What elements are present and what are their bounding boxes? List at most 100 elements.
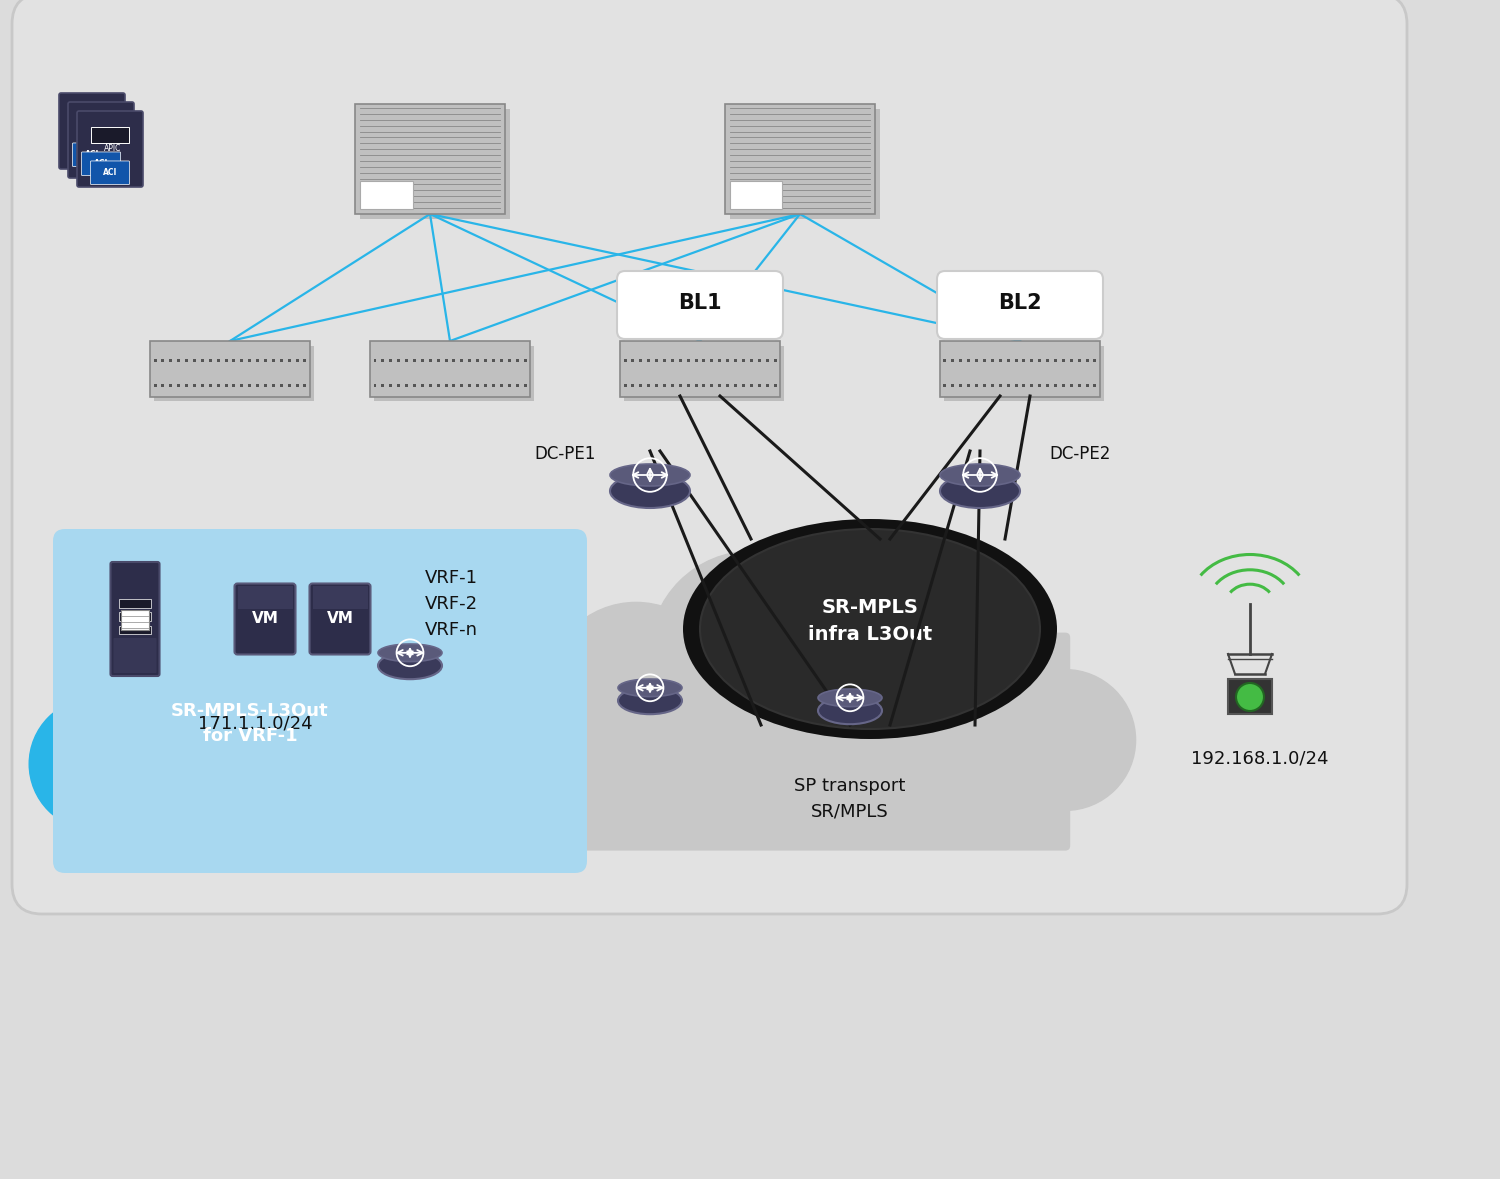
FancyBboxPatch shape — [53, 529, 586, 872]
FancyBboxPatch shape — [177, 384, 180, 387]
FancyBboxPatch shape — [1030, 360, 1033, 362]
FancyBboxPatch shape — [381, 360, 384, 362]
FancyBboxPatch shape — [150, 342, 310, 396]
Ellipse shape — [618, 679, 682, 697]
FancyBboxPatch shape — [81, 152, 120, 176]
FancyBboxPatch shape — [76, 111, 142, 187]
FancyBboxPatch shape — [468, 384, 471, 387]
FancyBboxPatch shape — [232, 384, 236, 387]
FancyBboxPatch shape — [1054, 384, 1058, 387]
FancyBboxPatch shape — [153, 360, 156, 362]
FancyBboxPatch shape — [398, 360, 400, 362]
FancyBboxPatch shape — [1062, 360, 1065, 362]
FancyBboxPatch shape — [1007, 360, 1010, 362]
FancyBboxPatch shape — [742, 384, 746, 387]
FancyBboxPatch shape — [999, 384, 1002, 387]
FancyBboxPatch shape — [1086, 360, 1089, 362]
FancyBboxPatch shape — [120, 611, 150, 630]
Circle shape — [650, 552, 855, 756]
Text: 171.1.1.0/24: 171.1.1.0/24 — [198, 714, 312, 733]
FancyBboxPatch shape — [500, 360, 502, 362]
Text: ACI: ACI — [94, 158, 108, 167]
FancyBboxPatch shape — [750, 384, 753, 387]
FancyBboxPatch shape — [248, 360, 250, 362]
FancyBboxPatch shape — [374, 384, 376, 387]
FancyBboxPatch shape — [1038, 384, 1041, 387]
FancyBboxPatch shape — [550, 633, 1070, 850]
FancyBboxPatch shape — [656, 360, 658, 362]
Circle shape — [1236, 683, 1264, 711]
Ellipse shape — [378, 644, 442, 661]
FancyBboxPatch shape — [240, 360, 243, 362]
FancyBboxPatch shape — [453, 384, 456, 387]
FancyBboxPatch shape — [453, 360, 456, 362]
FancyBboxPatch shape — [726, 384, 729, 387]
FancyBboxPatch shape — [726, 360, 729, 362]
FancyBboxPatch shape — [170, 360, 172, 362]
FancyBboxPatch shape — [74, 110, 111, 125]
FancyBboxPatch shape — [381, 384, 384, 387]
FancyBboxPatch shape — [765, 360, 768, 362]
FancyBboxPatch shape — [484, 360, 488, 362]
Text: DC-PE1: DC-PE1 — [534, 444, 596, 463]
FancyBboxPatch shape — [303, 384, 306, 387]
FancyBboxPatch shape — [975, 360, 978, 362]
FancyBboxPatch shape — [758, 360, 760, 362]
FancyBboxPatch shape — [968, 360, 970, 362]
FancyBboxPatch shape — [422, 360, 424, 362]
FancyBboxPatch shape — [476, 384, 478, 387]
FancyBboxPatch shape — [938, 271, 1102, 340]
FancyBboxPatch shape — [82, 118, 120, 134]
FancyBboxPatch shape — [975, 384, 978, 387]
FancyBboxPatch shape — [687, 384, 690, 387]
FancyBboxPatch shape — [280, 384, 284, 387]
FancyBboxPatch shape — [632, 360, 634, 362]
FancyBboxPatch shape — [194, 384, 196, 387]
FancyBboxPatch shape — [1030, 384, 1033, 387]
FancyBboxPatch shape — [951, 384, 954, 387]
Circle shape — [546, 602, 726, 782]
FancyBboxPatch shape — [724, 104, 874, 215]
Circle shape — [70, 635, 238, 803]
FancyBboxPatch shape — [234, 584, 296, 654]
FancyBboxPatch shape — [940, 342, 1100, 396]
Bar — [1228, 679, 1272, 714]
FancyBboxPatch shape — [694, 384, 698, 387]
FancyBboxPatch shape — [153, 384, 156, 387]
FancyBboxPatch shape — [624, 360, 627, 362]
Text: SP transport
SR/MPLS: SP transport SR/MPLS — [795, 777, 906, 821]
FancyBboxPatch shape — [702, 360, 705, 362]
FancyBboxPatch shape — [765, 384, 768, 387]
FancyBboxPatch shape — [468, 360, 471, 362]
FancyBboxPatch shape — [624, 384, 627, 387]
FancyBboxPatch shape — [1046, 384, 1048, 387]
FancyBboxPatch shape — [944, 345, 1104, 401]
FancyBboxPatch shape — [670, 360, 674, 362]
FancyBboxPatch shape — [476, 360, 478, 362]
Ellipse shape — [700, 529, 1040, 729]
Circle shape — [484, 670, 626, 810]
FancyBboxPatch shape — [730, 182, 783, 209]
FancyBboxPatch shape — [390, 384, 393, 387]
FancyBboxPatch shape — [413, 384, 416, 387]
FancyBboxPatch shape — [730, 108, 880, 219]
Text: DC-PE2: DC-PE2 — [1050, 444, 1110, 463]
FancyBboxPatch shape — [309, 584, 370, 654]
FancyBboxPatch shape — [111, 562, 159, 676]
Text: SR-MPLS
infra L3Out: SR-MPLS infra L3Out — [808, 598, 932, 644]
FancyBboxPatch shape — [436, 360, 439, 362]
FancyBboxPatch shape — [201, 360, 204, 362]
FancyBboxPatch shape — [1023, 360, 1026, 362]
FancyBboxPatch shape — [232, 360, 236, 362]
FancyBboxPatch shape — [68, 103, 134, 178]
FancyBboxPatch shape — [742, 360, 746, 362]
FancyBboxPatch shape — [656, 384, 658, 387]
FancyBboxPatch shape — [507, 360, 510, 362]
FancyBboxPatch shape — [1062, 384, 1065, 387]
FancyBboxPatch shape — [516, 384, 519, 387]
FancyBboxPatch shape — [216, 384, 219, 387]
FancyBboxPatch shape — [670, 384, 674, 387]
FancyBboxPatch shape — [1077, 360, 1080, 362]
FancyBboxPatch shape — [507, 384, 510, 387]
FancyBboxPatch shape — [992, 360, 994, 362]
